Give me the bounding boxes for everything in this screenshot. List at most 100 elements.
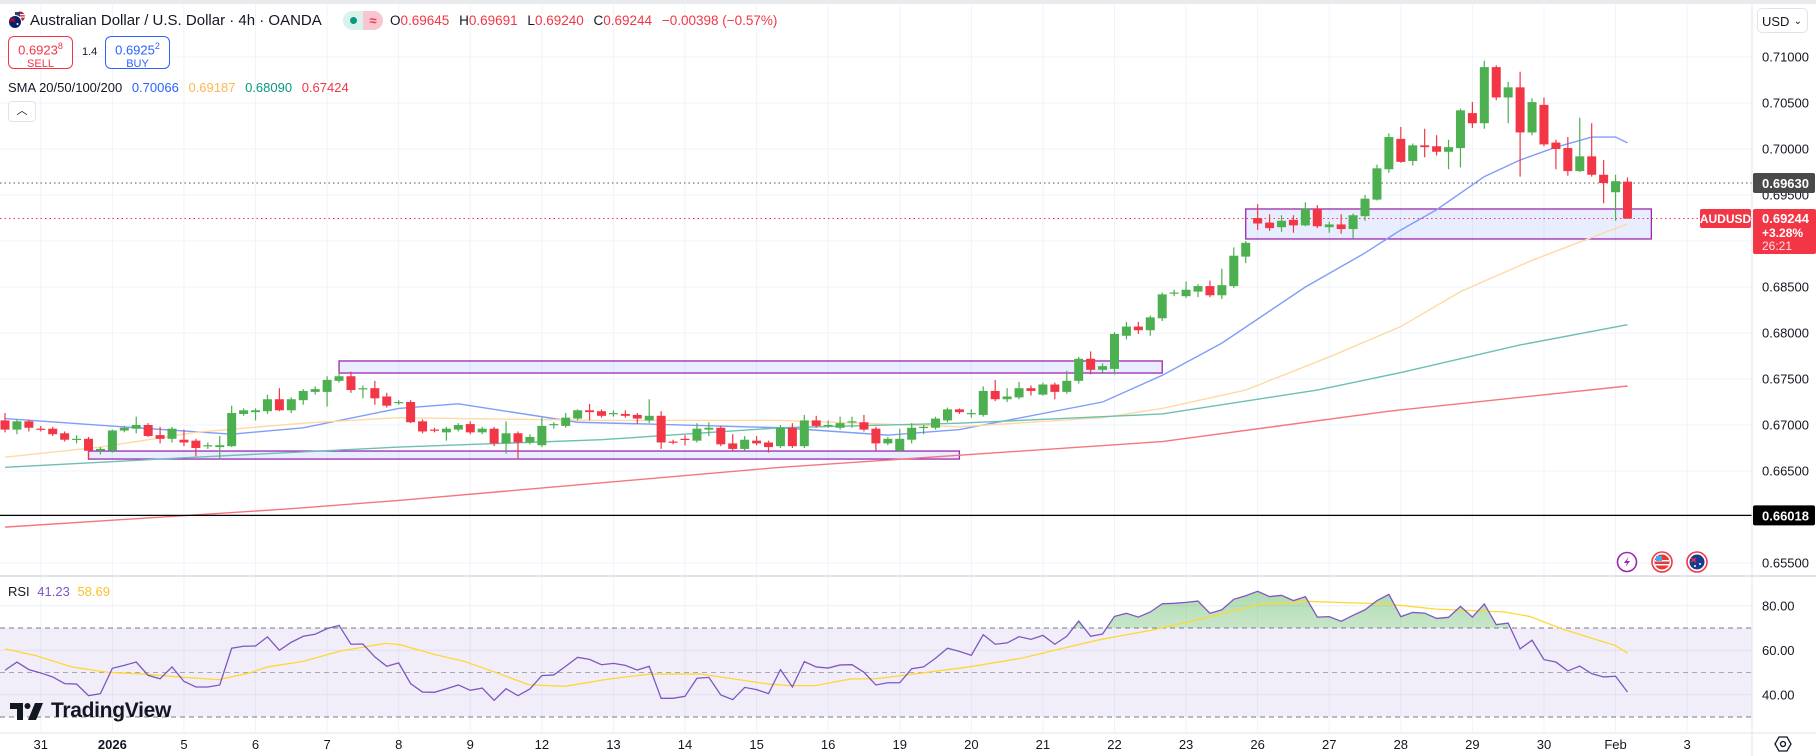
candle-up (573, 409, 583, 421)
candle-down (1205, 280, 1215, 298)
candle-up (119, 425, 129, 433)
rsi-overbought-fill (5, 591, 1628, 628)
candle-up (1408, 143, 1418, 166)
time-tick-label[interactable]: 26 (1250, 737, 1264, 752)
candle-body (429, 429, 439, 431)
time-tick-label[interactable]: 22 (1107, 737, 1121, 752)
buy-button[interactable]: 0.69252 BUY (105, 36, 170, 70)
candle-body (847, 421, 857, 423)
candle-up (262, 394, 272, 414)
candle-body (656, 415, 666, 443)
candle-down (406, 400, 416, 424)
candle-down (1432, 135, 1442, 156)
rsi-value: 41.23 (37, 584, 70, 599)
candle-body (1193, 286, 1203, 292)
time-tick-label[interactable]: 7 (323, 737, 330, 752)
candle-down (752, 436, 762, 446)
low-value: 0.69240 (534, 13, 584, 28)
sma200-value: 0.67424 (301, 80, 349, 95)
time-tick-label[interactable]: 2026 (98, 737, 127, 752)
time-tick-label[interactable]: 5 (180, 737, 187, 752)
symbol-title[interactable]: Australian Dollar / U.S. Dollar · 4h · O… (30, 12, 322, 29)
settings-gear-icon[interactable] (1774, 736, 1792, 752)
candle-body (787, 427, 797, 447)
time-tick-label[interactable]: Feb (1604, 737, 1626, 752)
candle-body (608, 413, 618, 415)
candle-body (60, 433, 70, 440)
time-tick-label[interactable]: 20 (964, 737, 978, 752)
time-tick-label[interactable]: 23 (1179, 737, 1193, 752)
price-tick-label: 0.68500 (1762, 280, 1809, 295)
candle-body (465, 424, 475, 433)
candle-body (227, 413, 237, 447)
event-icons[interactable] (1616, 551, 1708, 573)
time-tick-label[interactable]: 28 (1394, 737, 1408, 752)
us-flag-canton (1656, 556, 1662, 561)
candle-body (0, 420, 10, 430)
approx-icon: ≈ (363, 11, 383, 30)
time-tick-label[interactable]: 29 (1465, 737, 1479, 752)
sell-button[interactable]: 0.69238 SELL (8, 36, 73, 71)
candle-up (1098, 363, 1108, 373)
candle-up (358, 385, 368, 399)
candle-body (298, 390, 308, 401)
au-flag-star (1699, 563, 1701, 565)
candle-body (954, 409, 964, 413)
time-tick-label[interactable]: 8 (395, 737, 402, 752)
time-tick-label[interactable]: 30 (1537, 737, 1551, 752)
time-tick-label[interactable]: 13 (606, 737, 620, 752)
candle-body (597, 411, 606, 416)
time-tick-label[interactable]: 19 (893, 737, 907, 752)
time-tick-label[interactable]: 15 (749, 737, 763, 752)
time-tick-label[interactable]: 27 (1322, 737, 1336, 752)
candle-body (1324, 224, 1334, 228)
time-tick-label[interactable]: 21 (1036, 737, 1050, 752)
rsi-tick-label: 60.00 (1762, 643, 1795, 658)
candle-up (95, 447, 105, 455)
candle-body (1062, 380, 1072, 392)
time-tick-label[interactable]: 9 (467, 737, 474, 752)
time-tick-label[interactable]: 6 (252, 737, 259, 752)
rsi-legend[interactable]: RSI 41.23 58.69 (8, 584, 110, 599)
market-status[interactable]: ≈ (343, 11, 383, 30)
candle-down (1288, 215, 1298, 233)
candle-up (1455, 108, 1465, 168)
candle-body (215, 445, 225, 448)
candle-body (931, 418, 941, 428)
us-flag-icon[interactable] (1651, 551, 1673, 573)
candle-body (251, 410, 261, 413)
candle-down (680, 435, 690, 446)
au-flag-icon[interactable] (1686, 551, 1708, 573)
sma-legend[interactable]: SMA 20/50/100/200 0.70066 0.69187 0.6809… (8, 80, 355, 95)
candle-body (895, 438, 905, 451)
collapse-legend-button[interactable]: ︿ (8, 101, 36, 122)
candle-body (823, 425, 833, 427)
candle-up (907, 423, 917, 444)
rectangle-drawing[interactable] (338, 360, 1163, 374)
candle-up (1169, 289, 1179, 297)
candle-body (775, 427, 785, 447)
lightning-icon[interactable] (1616, 551, 1638, 573)
candle-up (441, 426, 451, 441)
time-tick-label[interactable]: 3 (1684, 737, 1691, 752)
currency-selector[interactable]: USD ⌄ (1757, 8, 1808, 33)
candle-body (1300, 208, 1310, 226)
candle-body (1229, 255, 1239, 287)
time-tick-label[interactable]: 12 (535, 737, 549, 752)
candle-down (1050, 382, 1060, 400)
candle-body (907, 427, 917, 440)
candle-body (585, 410, 595, 413)
time-tick-label[interactable]: 16 (821, 737, 835, 752)
candle-body (418, 421, 428, 432)
candle-body (537, 425, 547, 446)
candle-up (215, 436, 225, 459)
time-tick-label[interactable]: 14 (678, 737, 692, 752)
sell-label: SELL (27, 58, 54, 71)
candle-up (775, 425, 785, 448)
time-tick-label[interactable]: 31 (34, 737, 48, 752)
tradingview-logo[interactable]: TradingView (10, 699, 171, 723)
candle-body (358, 388, 368, 390)
candle-up (1181, 281, 1191, 299)
lightning-bolt (1624, 557, 1630, 567)
